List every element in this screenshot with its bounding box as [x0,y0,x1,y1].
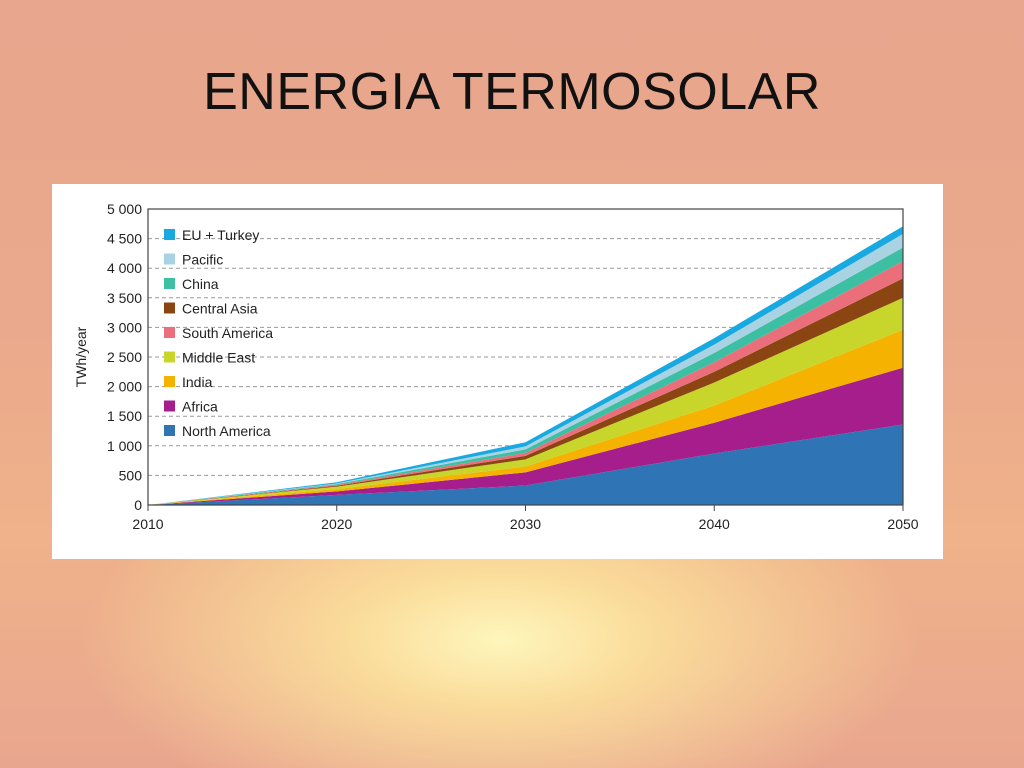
legend-label: EU + Turkey [182,227,259,243]
x-tick-label: 2020 [321,516,352,532]
legend-swatch [164,400,175,412]
legend-swatch [164,425,175,436]
y-tick-label: 1 500 [107,408,142,424]
y-axis-label: TWh/year [73,326,89,387]
legend-label: Central Asia [182,301,258,317]
y-tick-label: 1 000 [107,438,142,454]
legend-label: Pacific [182,252,223,268]
area-series-africa [148,367,903,505]
legend-swatch [164,351,175,363]
legend-label: Middle East [182,350,255,366]
legend: EU + Turkey Pacific China Central Asia South… [164,227,273,439]
slide-title: ENERGIA TERMOSOLAR [203,63,821,121]
area-series-india [148,329,903,505]
area-series-middle-east [148,297,903,505]
area-series [148,226,903,505]
area-series-north-america [148,424,903,505]
legend-label: India [182,374,213,390]
x-tick-label: 2040 [699,516,730,532]
legend-swatch [164,327,175,338]
y-tick-label: 3 500 [107,290,142,306]
y-tick-label: 4 000 [107,260,142,276]
legend-swatch [164,253,175,265]
axes: 0 500 1 000 1 500 2 000 2 500 3 000 3 500 4 000 4… [73,201,919,532]
legend-swatch [164,278,175,289]
x-tick-label: 2010 [132,516,163,532]
y-tick-label: 4 500 [107,231,142,247]
stacked-area-chart: 0 500 1 000 1 500 2 000 2 500 3 000 3 500 4 000 4… [73,201,919,532]
y-tick-label: 3 000 [107,319,142,335]
legend-swatch [164,302,175,314]
legend-label: South America [182,325,273,341]
x-tick-label: 2050 [887,516,918,532]
x-tick-label: 2030 [510,516,541,532]
legend-label: Africa [182,399,218,415]
legend-swatch [164,229,175,240]
y-tick-label: 2 000 [107,379,142,395]
legend-label: China [182,276,219,292]
y-tick-label: 0 [134,497,142,513]
legend-label: North America [182,423,271,439]
y-tick-label: 5 000 [107,201,142,217]
y-tick-label: 2 500 [107,349,142,365]
chart-panel: 0 500 1 000 1 500 2 000 2 500 3 000 3 500 4 000 4… [52,184,943,559]
legend-swatch [164,376,175,387]
y-tick-label: 500 [119,467,143,483]
